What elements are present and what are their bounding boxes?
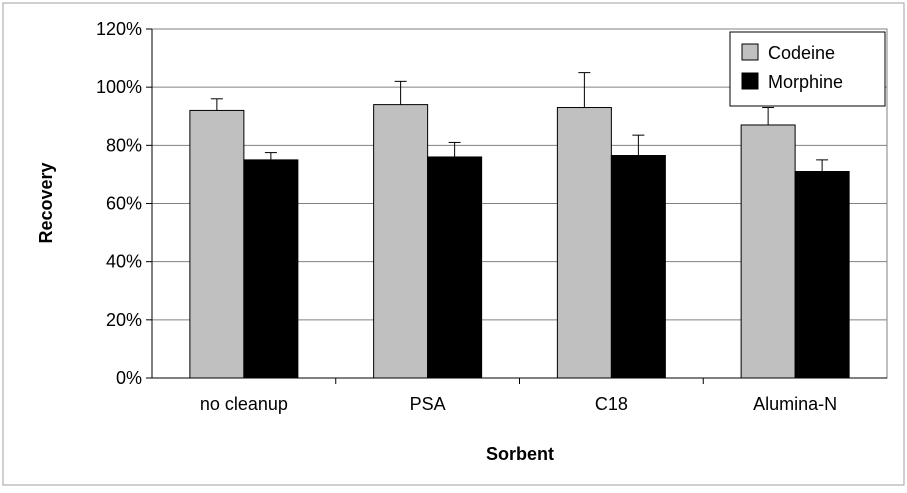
y-tick-label: 60% (106, 194, 142, 214)
bar-morphine (794, 171, 850, 379)
y-axis-label: Recovery (36, 162, 56, 243)
legend-swatch-morphine (741, 72, 759, 90)
bar-morphine (610, 155, 666, 379)
bar-codeine (740, 124, 796, 379)
legend-swatch-codeine (741, 43, 759, 61)
bar-codeine (189, 109, 245, 379)
bar-codeine (373, 104, 429, 379)
y-tick-label: 100% (96, 77, 142, 97)
legend: Codeine Morphine (729, 31, 886, 107)
legend-label-codeine: Codeine (768, 43, 835, 63)
x-tick-label: no cleanup (200, 394, 288, 414)
x-axis-label: Sorbent (486, 444, 554, 464)
y-tick-label: 80% (106, 135, 142, 155)
axes: 0% 20% 40% 60% 80% 100% 120% no cleanup PSA C18 Al… (96, 19, 887, 414)
bar-morphine (427, 156, 483, 379)
bars (189, 72, 850, 379)
y-tick-label: 40% (106, 252, 142, 272)
bar-codeine (556, 107, 612, 379)
y-tick-label: 20% (106, 310, 142, 330)
x-tick-label: PSA (410, 394, 446, 414)
x-tick-label: Alumina-N (753, 394, 837, 414)
y-tick-label: 120% (96, 19, 142, 39)
bar-morphine (243, 159, 299, 379)
legend-label-morphine: Morphine (768, 72, 843, 92)
y-tick-label: 0% (116, 368, 142, 388)
x-tick-label: C18 (595, 394, 628, 414)
